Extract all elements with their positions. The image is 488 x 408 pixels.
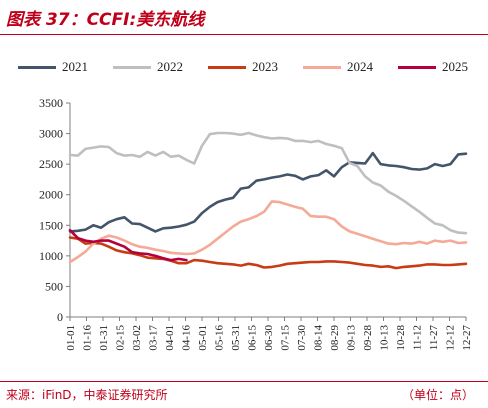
- x-tick-label: 12-12: [445, 325, 457, 351]
- y-tick-label: 0: [57, 310, 63, 324]
- y-tick-label: 2500: [39, 157, 63, 171]
- x-tick-label: 05-31: [230, 325, 242, 351]
- legend-label-2023: 2023: [252, 59, 278, 74]
- x-tick-label: 08-29: [329, 325, 341, 351]
- series-line-2023: [68, 236, 468, 270]
- y-tick-label: 1500: [39, 218, 63, 232]
- x-tick-label: 08-14: [313, 325, 325, 351]
- x-tick-label: 11-27: [428, 325, 440, 351]
- title-divider: [0, 34, 488, 35]
- x-tick-label: 05-16: [214, 325, 226, 351]
- x-tick-label: 06-15: [247, 325, 259, 351]
- legend-swatch-2024: [303, 66, 341, 69]
- footer-divider: [0, 381, 488, 382]
- x-tick-label: 05-01: [197, 325, 209, 351]
- series-line-2022: [68, 131, 468, 235]
- unit-note: （单位：点）: [401, 388, 474, 402]
- x-tick-label: 07-15: [280, 325, 292, 351]
- x-tick-label: 12-27: [461, 325, 473, 351]
- x-tick-label: 01-16: [82, 325, 94, 351]
- series-line-2021: [68, 151, 468, 233]
- x-tick-label: 07-30: [296, 325, 308, 351]
- legend-label-2021: 2021: [62, 59, 88, 74]
- series-line-2024: [68, 200, 468, 264]
- legend-swatch-2021: [18, 66, 56, 69]
- legend-label-2025: 2025: [442, 59, 468, 74]
- line-chart: 0 500 1000 1500 2000 2500 3000 3500 01-01 01-16 01…: [39, 96, 473, 351]
- y-tick-label: 2000: [39, 188, 63, 202]
- x-tick-label: 03-17: [148, 325, 160, 351]
- y-tick-label: 3500: [39, 96, 63, 110]
- x-tick-label: 10-28: [395, 325, 407, 351]
- x-tick-label: 10-13: [379, 325, 391, 351]
- x-tick-label: 02-15: [115, 325, 127, 351]
- x-tick-label: 01-01: [65, 325, 77, 351]
- legend-swatch-2023: [208, 66, 246, 69]
- y-tick-label: 500: [45, 279, 63, 293]
- x-tick-label: 09-28: [362, 325, 374, 351]
- x-tick-label: 04-16: [181, 325, 193, 351]
- legend-label-2024: 2024: [347, 59, 373, 74]
- source-note: 来源：iFinD，中泰证券研究所: [6, 388, 168, 402]
- x-tick-label: 01-31: [98, 325, 110, 351]
- legend-label-2022: 2022: [157, 59, 183, 74]
- x-tick-label: 03-02: [131, 325, 143, 351]
- legend-swatch-2022: [113, 66, 151, 69]
- chart-title: 图表 37：CCFI:美东航线: [6, 10, 205, 30]
- y-tick-label: 3000: [39, 127, 63, 141]
- chart-legend: 2021 2022 2023 2024 2025: [18, 58, 478, 78]
- y-tick-label: 1000: [39, 249, 63, 263]
- x-tick-label: 09-13: [346, 325, 358, 351]
- x-tick-label: 04-01: [164, 325, 176, 351]
- series-line-2025: [68, 228, 188, 262]
- x-tick-label: 11-12: [412, 325, 424, 350]
- x-tick-label: 06-30: [263, 325, 275, 351]
- legend-swatch-2025: [398, 66, 436, 69]
